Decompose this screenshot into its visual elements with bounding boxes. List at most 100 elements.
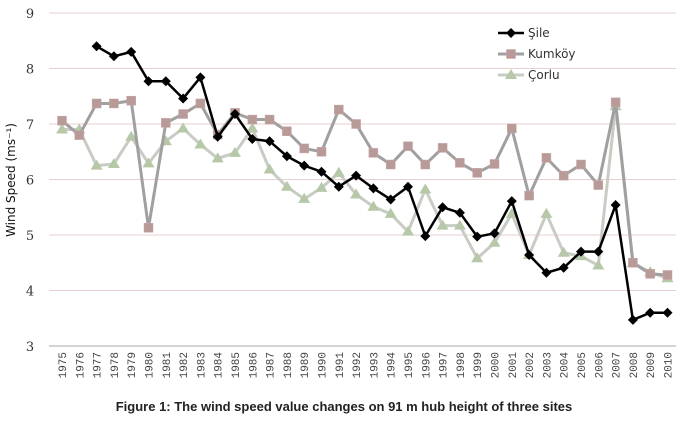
- data-point: [436, 219, 449, 230]
- data-point: [126, 95, 136, 106]
- data-point: [143, 76, 154, 87]
- x-tick-label: 2001: [508, 352, 520, 379]
- data-point: [489, 228, 500, 239]
- y-axis-label: Wind Speed (ms⁻¹): [4, 123, 18, 237]
- data-point: [195, 72, 206, 83]
- x-tick-label: 1986: [248, 352, 260, 378]
- legend-marker: [506, 28, 516, 38]
- data-point: [455, 158, 465, 168]
- x-tick-label: 1975: [58, 352, 70, 378]
- data-point: [316, 166, 327, 177]
- data-point: [541, 153, 552, 163]
- x-tick-label: 1982: [179, 352, 191, 378]
- data-point: [558, 262, 569, 273]
- data-point: [281, 151, 292, 162]
- data-point: [557, 246, 570, 257]
- data-point: [107, 157, 120, 168]
- data-point: [471, 252, 484, 263]
- data-point: [57, 115, 67, 126]
- data-point: [472, 231, 483, 242]
- data-point: [316, 147, 327, 157]
- y-tick-label: 7: [26, 118, 34, 133]
- data-point: [593, 246, 604, 257]
- y-axis-ticks: 3 4 5 6 7 8 9: [26, 7, 34, 355]
- data-point: [91, 41, 102, 52]
- data-point: [541, 267, 552, 278]
- x-tick-label: 2007: [612, 352, 624, 378]
- data-point: [56, 123, 68, 134]
- legend-marker: [505, 69, 517, 79]
- data-point: [142, 157, 155, 168]
- data-point: [160, 76, 171, 87]
- data-point: [194, 138, 207, 149]
- x-tick-label: 1994: [387, 352, 399, 379]
- data-point: [420, 159, 431, 170]
- data-point: [299, 143, 309, 154]
- line-chart: 3 4 5 6 7 8 9 1975 1976 1977 1978 1979 1980 1981 1982…: [4, 7, 676, 379]
- data-point: [472, 168, 482, 178]
- x-tick-label: 1992: [352, 352, 364, 378]
- data-point: [315, 181, 328, 192]
- x-tick-label: 1998: [456, 352, 468, 378]
- data-point: [247, 133, 258, 144]
- x-tick-label: 1979: [127, 352, 139, 378]
- legend-label: Çorlu: [528, 68, 560, 82]
- y-tick-label: 9: [26, 7, 34, 22]
- x-tick-label: 1983: [196, 352, 208, 378]
- x-tick-label: 2003: [542, 352, 554, 378]
- data-point: [437, 143, 448, 153]
- x-tick-label: 2000: [491, 352, 503, 378]
- x-axis-ticks: 1975 1976 1977 1978 1979 1980 1981 1982 1983 1984…: [58, 352, 676, 379]
- x-tick-label: 1990: [318, 352, 330, 378]
- x-tick-label: 2008: [629, 352, 641, 378]
- x-tick-label: 1976: [75, 352, 87, 378]
- data-point: [368, 148, 379, 158]
- series-line: [95, 45, 668, 322]
- x-tick-label: 1989: [300, 352, 312, 378]
- data-point: [74, 130, 85, 140]
- data-point: [610, 200, 621, 211]
- data-point: [403, 181, 413, 192]
- y-tick-label: 6: [26, 174, 34, 189]
- x-tick-label: 2006: [594, 352, 606, 378]
- data-point: [264, 114, 275, 125]
- data-point: [419, 183, 432, 194]
- x-tick-label: 1987: [266, 352, 278, 378]
- x-tick-label: 2010: [664, 352, 676, 378]
- y-tick-label: 8: [26, 63, 34, 78]
- data-point: [437, 202, 448, 213]
- data-point: [125, 130, 138, 141]
- data-point: [524, 249, 535, 260]
- data-point: [628, 258, 638, 268]
- data-point: [385, 159, 396, 170]
- data-point: [332, 166, 345, 177]
- data-point: [178, 109, 188, 119]
- x-tick-label: 1988: [283, 352, 295, 378]
- data-point: [593, 180, 604, 190]
- legend-label: Şile: [528, 26, 550, 40]
- series-şile: [91, 41, 673, 325]
- x-tick-label: 1993: [369, 352, 381, 378]
- data-point: [384, 207, 397, 218]
- data-point: [524, 190, 534, 201]
- x-tick-label: 1978: [110, 352, 122, 378]
- data-point: [385, 194, 396, 205]
- data-point: [662, 307, 673, 318]
- data-point: [126, 46, 137, 57]
- x-tick-label: 1999: [473, 352, 485, 378]
- legend: Şile Kumköy Çorlu: [498, 26, 576, 82]
- data-point: [211, 152, 224, 163]
- x-tick-label: 2009: [646, 352, 658, 378]
- data-point: [489, 159, 500, 169]
- data-point: [540, 207, 553, 218]
- data-point: [420, 231, 431, 242]
- data-point: [350, 188, 363, 199]
- data-point: [108, 51, 119, 62]
- data-point: [246, 122, 259, 133]
- x-tick-label: 1984: [214, 352, 226, 379]
- data-point: [109, 98, 119, 109]
- data-point: [662, 270, 673, 280]
- data-point: [368, 183, 379, 194]
- data-point: [592, 259, 605, 270]
- x-tick-label: 1981: [162, 352, 174, 379]
